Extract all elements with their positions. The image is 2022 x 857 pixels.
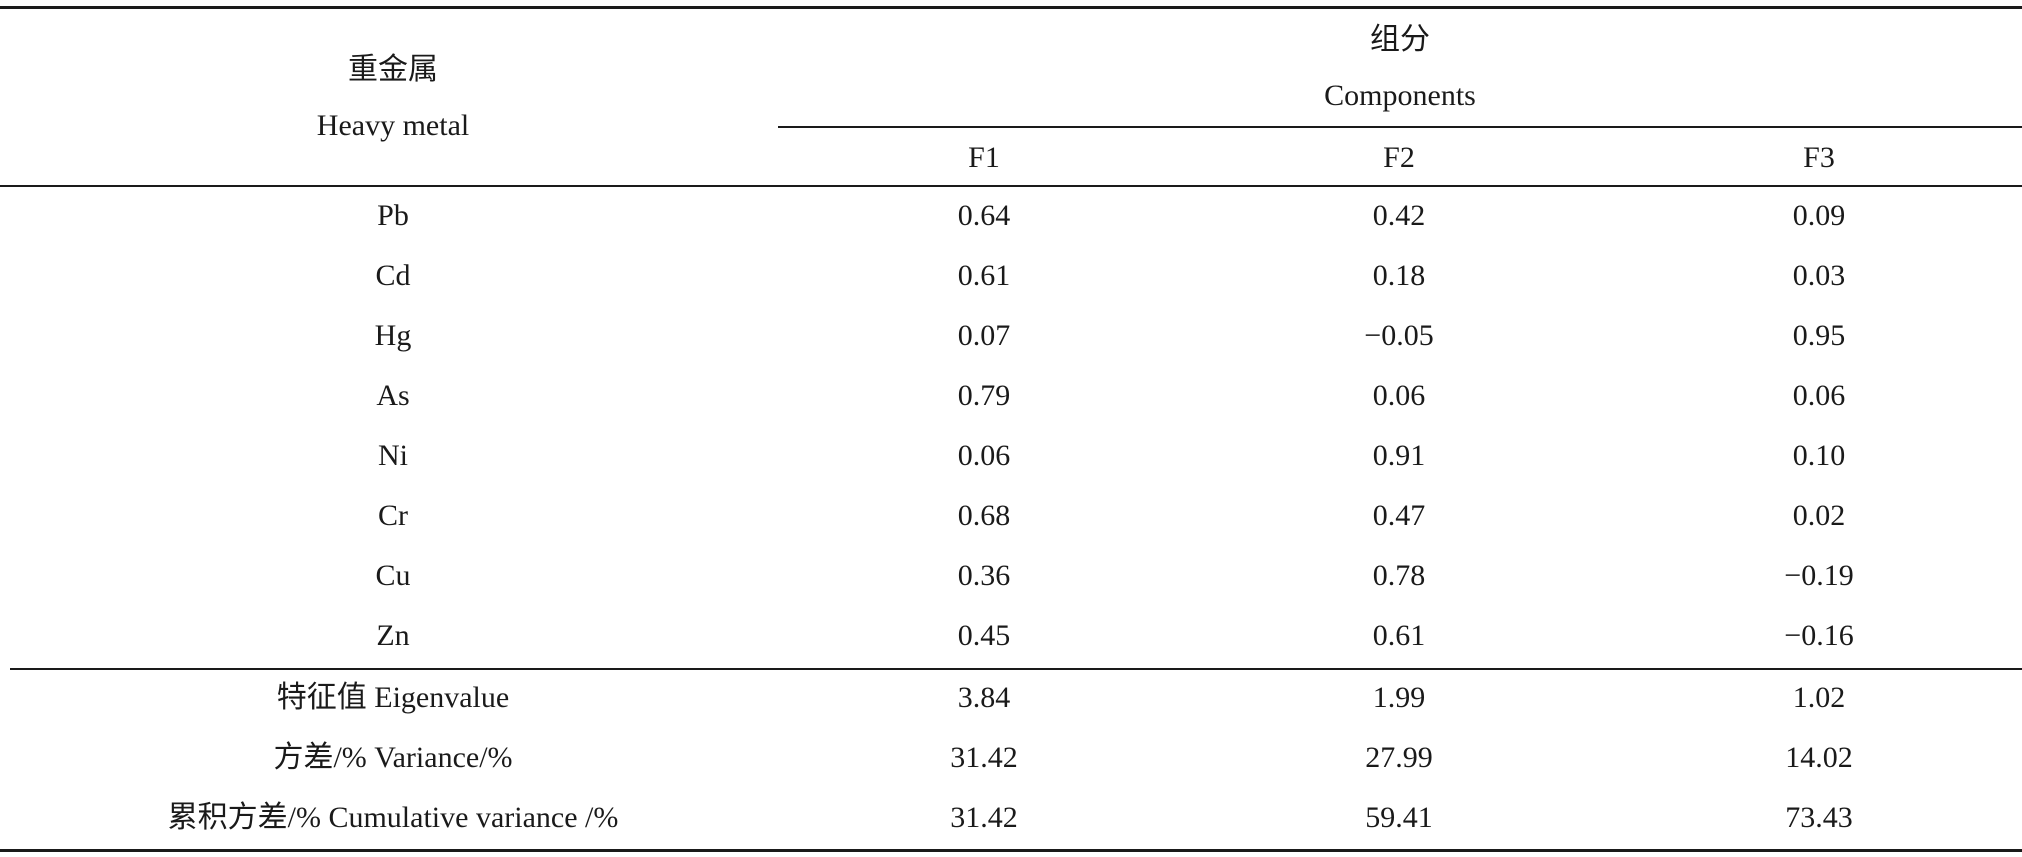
row-value-f1: 0.79	[957, 379, 1011, 412]
summary-value-f2: 59.41	[1365, 801, 1433, 834]
table-top-rule	[0, 6, 2022, 9]
row-value-f1: 0.45	[957, 619, 1011, 652]
summary-value-f3: 14.02	[1785, 741, 1853, 774]
summary-value-f3: 1.02	[1792, 681, 1846, 714]
summary-label: 累积方差/% Cumulative variance /%	[167, 801, 619, 834]
row-value-f3: 0.09	[1792, 199, 1846, 232]
summary-value-f1: 31.42	[950, 801, 1018, 834]
column-header-f3: F3	[1803, 141, 1835, 174]
summary-value-f2: 1.99	[1372, 681, 1426, 714]
header-metal-cn: 重金属	[348, 53, 438, 86]
row-metal-label: Cd	[375, 259, 411, 292]
column-header-f2: F2	[1383, 141, 1415, 174]
row-metal-label: Ni	[378, 439, 408, 472]
row-value-f2: 0.78	[1372, 559, 1426, 592]
row-value-f2: −0.05	[1364, 319, 1434, 352]
summary-label: 方差/% Variance/%	[273, 741, 513, 774]
column-header-f1: F1	[968, 141, 1000, 174]
row-value-f2: 0.91	[1372, 439, 1426, 472]
row-value-f2: 0.47	[1372, 499, 1426, 532]
row-value-f2: 0.06	[1372, 379, 1426, 412]
row-value-f3: 0.06	[1792, 379, 1846, 412]
row-value-f2: 0.42	[1372, 199, 1426, 232]
summary-value-f1: 3.84	[957, 681, 1011, 714]
summary-value-f2: 27.99	[1365, 741, 1433, 774]
body-bottom-rule	[10, 668, 2022, 670]
row-value-f3: 0.95	[1792, 319, 1846, 352]
row-value-f1: 0.36	[957, 559, 1011, 592]
row-metal-label: Hg	[374, 319, 412, 352]
header-components-cn: 组分	[1370, 23, 1430, 56]
table-bottom-rule	[0, 849, 2022, 852]
row-value-f3: 0.03	[1792, 259, 1846, 292]
row-value-f3: 0.10	[1792, 439, 1846, 472]
components-subheader-rule	[778, 126, 2022, 128]
summary-label: 特征值 Eigenvalue	[276, 681, 510, 714]
row-value-f1: 0.07	[957, 319, 1011, 352]
row-value-f2: 0.18	[1372, 259, 1426, 292]
row-metal-label: Zn	[376, 619, 410, 652]
row-value-f1: 0.06	[957, 439, 1011, 472]
row-value-f1: 0.64	[957, 199, 1011, 232]
row-value-f3: −0.16	[1784, 619, 1854, 652]
summary-value-f1: 31.42	[950, 741, 1018, 774]
header-bottom-rule	[0, 185, 2022, 187]
row-value-f1: 0.68	[957, 499, 1011, 532]
row-value-f1: 0.61	[957, 259, 1011, 292]
header-metal-en: Heavy metal	[316, 109, 470, 142]
row-value-f3: −0.19	[1784, 559, 1854, 592]
row-metal-label: Cr	[378, 499, 408, 532]
summary-value-f3: 73.43	[1785, 801, 1853, 834]
row-metal-label: As	[376, 379, 410, 412]
header-components-en: Components	[1324, 79, 1476, 112]
row-metal-label: Pb	[377, 199, 409, 232]
row-value-f3: 0.02	[1792, 499, 1846, 532]
row-value-f2: 0.61	[1372, 619, 1426, 652]
row-metal-label: Cu	[375, 559, 411, 592]
